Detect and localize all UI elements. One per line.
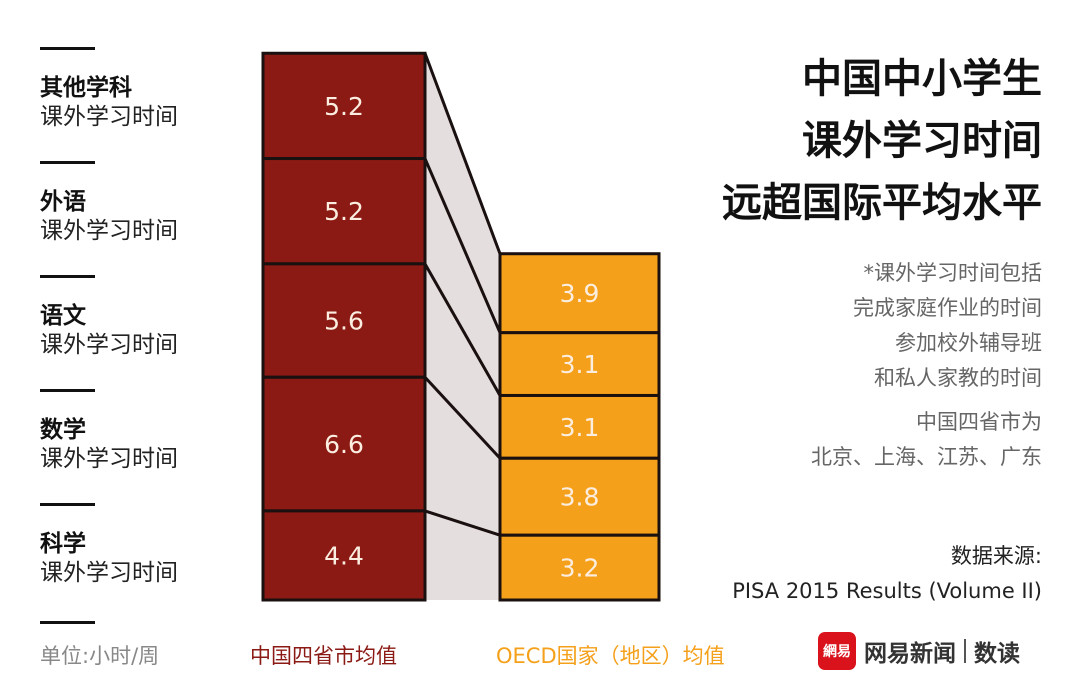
note-line: 和私人家教的时间 bbox=[874, 366, 1042, 390]
connector-line bbox=[423, 52, 502, 255]
bar-segment-oecd bbox=[498, 533, 661, 602]
bar-segment-china bbox=[261, 509, 427, 602]
connector-line bbox=[424, 509, 501, 537]
region-line: 北京、上海、江苏、广东 bbox=[811, 445, 1042, 469]
value-label-china: 5.2 bbox=[324, 197, 364, 226]
source-value: PISA 2015 Results (Volume II) bbox=[732, 579, 1042, 603]
subject-suffix: 课外学习时间 bbox=[40, 218, 178, 244]
brand-sub: 数读 bbox=[974, 641, 1020, 667]
subject-suffix: 课外学习时间 bbox=[40, 332, 178, 358]
data-source: 数据来源: PISA 2015 Results (Volume II) bbox=[732, 539, 1042, 609]
subject-label: 科学 bbox=[40, 531, 86, 557]
legend-oecd: OECD国家（地区）均值 bbox=[496, 644, 725, 668]
subject-label: 外语 bbox=[40, 189, 86, 215]
subject-suffix: 课外学习时间 bbox=[40, 446, 178, 472]
source-label: 数据来源: bbox=[950, 544, 1042, 568]
note-line: 完成家庭作业的时间 bbox=[853, 296, 1042, 320]
value-label-china: 6.6 bbox=[324, 430, 364, 459]
value-label-oecd: 3.2 bbox=[560, 554, 600, 583]
value-label-china: 5.2 bbox=[324, 92, 364, 121]
bar-segment-oecd bbox=[498, 252, 661, 335]
bar-segment-oecd bbox=[498, 331, 661, 397]
category-label: 外语 课外学习时间 bbox=[40, 161, 250, 246]
connector-line bbox=[423, 157, 502, 334]
brand-name: 网易新闻 bbox=[864, 641, 956, 667]
note-line: 参加校外辅导班 bbox=[895, 331, 1042, 355]
category-label: 其他学科课外学习时间 bbox=[40, 47, 250, 132]
value-label-oecd: 3.9 bbox=[560, 279, 600, 308]
value-label-china: 5.6 bbox=[324, 307, 364, 336]
value-label-oecd: 3.1 bbox=[560, 350, 600, 379]
region-line: 中国四省市为 bbox=[916, 410, 1042, 434]
title-line: 远超国际平均水平 bbox=[722, 180, 1042, 226]
category-label: 数学 课外学习时间 bbox=[40, 389, 250, 474]
netease-logo-icon: 網易 bbox=[818, 632, 856, 670]
footnote: *课外学习时间包括 完成家庭作业的时间 参加校外辅导班 和私人家教的时间 bbox=[853, 256, 1042, 396]
page-title: 中国中小学生 课外学习时间 远超国际平均水平 bbox=[722, 48, 1042, 234]
connector-line bbox=[423, 376, 502, 460]
connector-line bbox=[423, 263, 502, 397]
subject-label: 其他学科 bbox=[40, 75, 132, 101]
bottom-rule bbox=[40, 621, 250, 648]
value-label-oecd: 3.1 bbox=[560, 413, 600, 442]
title-line: 中国中小学生 bbox=[802, 56, 1042, 102]
unit-label: 单位:小时/周 bbox=[40, 644, 160, 668]
category-label: 语文 课外学习时间 bbox=[40, 275, 250, 360]
bar-segment-china bbox=[261, 375, 427, 513]
subject-suffix: 课外学习时间 bbox=[40, 104, 178, 130]
subject-label: 语文 bbox=[40, 303, 86, 329]
connector-band bbox=[425, 53, 500, 600]
subject-suffix: 课外学习时间 bbox=[40, 560, 178, 586]
value-label-china: 4.4 bbox=[324, 541, 364, 570]
brand-logo: 網易 网易新闻 数读 bbox=[818, 632, 1020, 670]
title-line: 课外学习时间 bbox=[802, 118, 1042, 164]
bar-segment-china bbox=[261, 51, 427, 161]
note-line: *课外学习时间包括 bbox=[863, 261, 1043, 285]
category-label: 科学 课外学习时间 bbox=[40, 503, 250, 588]
legend-china: 中国四省市均值 bbox=[250, 644, 397, 668]
value-label-oecd: 3.8 bbox=[560, 483, 600, 512]
subject-label: 数学 bbox=[40, 417, 86, 443]
region-note: 中国四省市为 北京、上海、江苏、广东 bbox=[811, 405, 1042, 475]
